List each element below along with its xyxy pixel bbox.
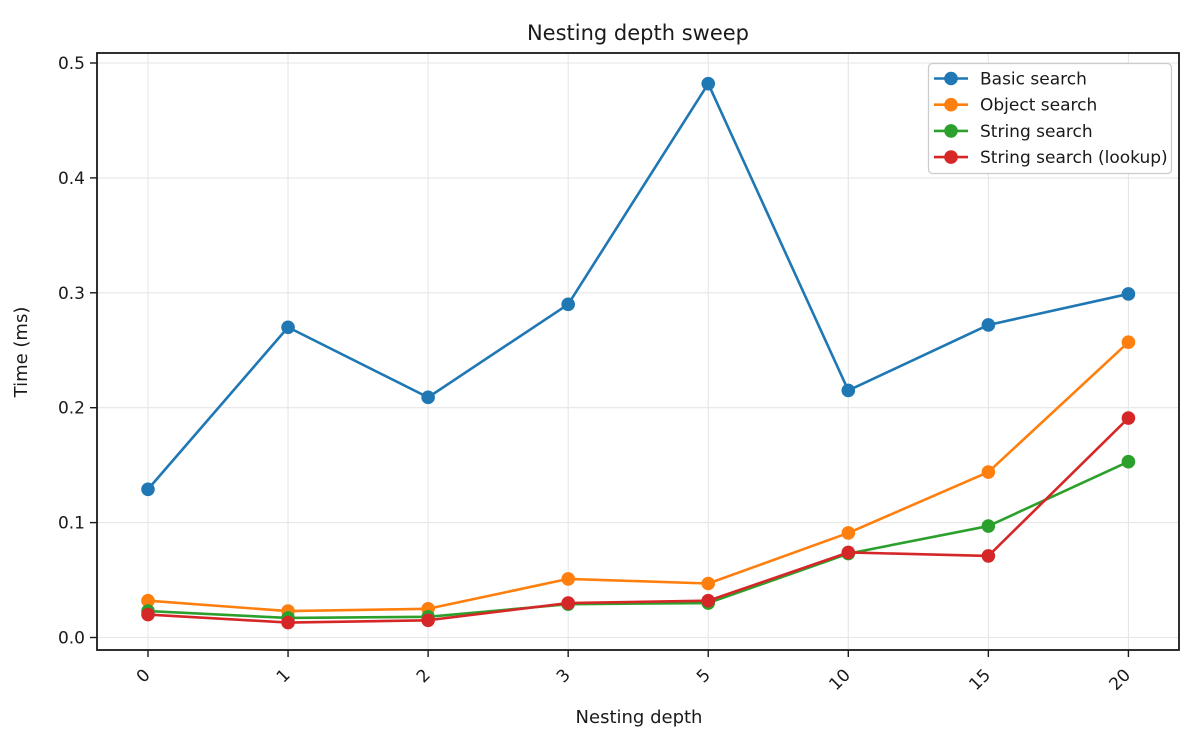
x-tick-label: 2: [413, 665, 435, 687]
x-tick-label: 5: [693, 665, 715, 687]
legend: Basic search Object search String search St…: [927, 62, 1173, 175]
y-axis-label: Time (ms): [11, 307, 32, 399]
data-point-marker: [981, 519, 996, 533]
y-tick-label: 0.2: [58, 399, 85, 419]
y-tick-label: 0.4: [58, 169, 85, 189]
series-basic-search: [141, 76, 1136, 497]
data-point-marker: [141, 607, 155, 622]
series-line: [146, 340, 1130, 613]
data-point-marker: [981, 549, 996, 563]
data-point-marker: [701, 593, 716, 608]
series-line: [146, 416, 1130, 624]
plot-border: [96, 52, 1180, 651]
legend-entry: Object search: [934, 96, 1097, 116]
axes-spines: [96, 52, 1180, 651]
data-point-marker: [841, 545, 856, 560]
x-tick-label: 0: [133, 665, 155, 687]
data-point-marker: [561, 596, 575, 610]
x-tick-label: 3: [553, 665, 575, 687]
legend-marker-icon: [944, 124, 958, 138]
data-point-marker: [701, 76, 716, 91]
x-tick-label: 20: [1106, 665, 1135, 694]
x-tick-label: 1: [273, 665, 295, 687]
legend-label: String search (lookup): [980, 148, 1168, 168]
series-line: [146, 460, 1130, 620]
legend-marker-icon: [944, 97, 958, 112]
legend-entry: String search: [934, 122, 1093, 142]
legend-label: String search: [980, 122, 1093, 142]
legend-entry: String search (lookup): [934, 148, 1168, 168]
legend-label: Basic search: [980, 70, 1087, 90]
data-point-marker: [981, 318, 996, 332]
y-tick-label: 0.5: [58, 54, 85, 74]
data-point-marker: [841, 383, 856, 398]
chart-title: Nesting depth sweep: [527, 21, 749, 45]
legend-label: Object search: [980, 96, 1097, 116]
data-point-marker: [561, 572, 575, 586]
y-tick-labels: 0.0 0.1 0.2 0.3 0.4 0.5: [58, 54, 85, 649]
data-point-marker: [1121, 287, 1136, 301]
y-tick-label: 0.0: [58, 629, 85, 649]
data-point-marker: [561, 297, 575, 312]
data-point-marker: [141, 593, 155, 608]
data-point-marker: [281, 615, 295, 630]
x-tick-labels: 0 1 2 3 5 10 15 20: [133, 665, 1135, 694]
axis-ticks: [90, 62, 1130, 657]
legend-marker-icon: [944, 150, 958, 164]
data-point-marker: [701, 576, 716, 591]
x-tick-label: 15: [965, 665, 994, 694]
series-string-search: [141, 454, 1136, 625]
legend-marker-icon: [944, 71, 958, 86]
data-point-marker: [141, 482, 155, 497]
x-axis-label: Nesting depth: [576, 707, 703, 728]
series-lines: [141, 76, 1136, 630]
series-object-search: [141, 335, 1136, 618]
data-point-marker: [421, 390, 435, 405]
data-point-marker: [1121, 454, 1136, 469]
series-line: [146, 82, 1130, 491]
data-point-marker: [981, 465, 996, 479]
series-string-search-lookup: [141, 411, 1136, 630]
legend-entry: Basic search: [934, 70, 1087, 90]
y-tick-label: 0.3: [58, 284, 85, 304]
data-point-marker: [1121, 335, 1136, 350]
y-tick-label: 0.1: [58, 514, 85, 534]
data-point-marker: [421, 613, 435, 628]
data-point-marker: [281, 320, 295, 335]
data-point-marker: [841, 526, 856, 540]
legend-box: [927, 62, 1173, 175]
data-point-marker: [1121, 411, 1136, 425]
x-tick-label: 10: [825, 665, 854, 694]
